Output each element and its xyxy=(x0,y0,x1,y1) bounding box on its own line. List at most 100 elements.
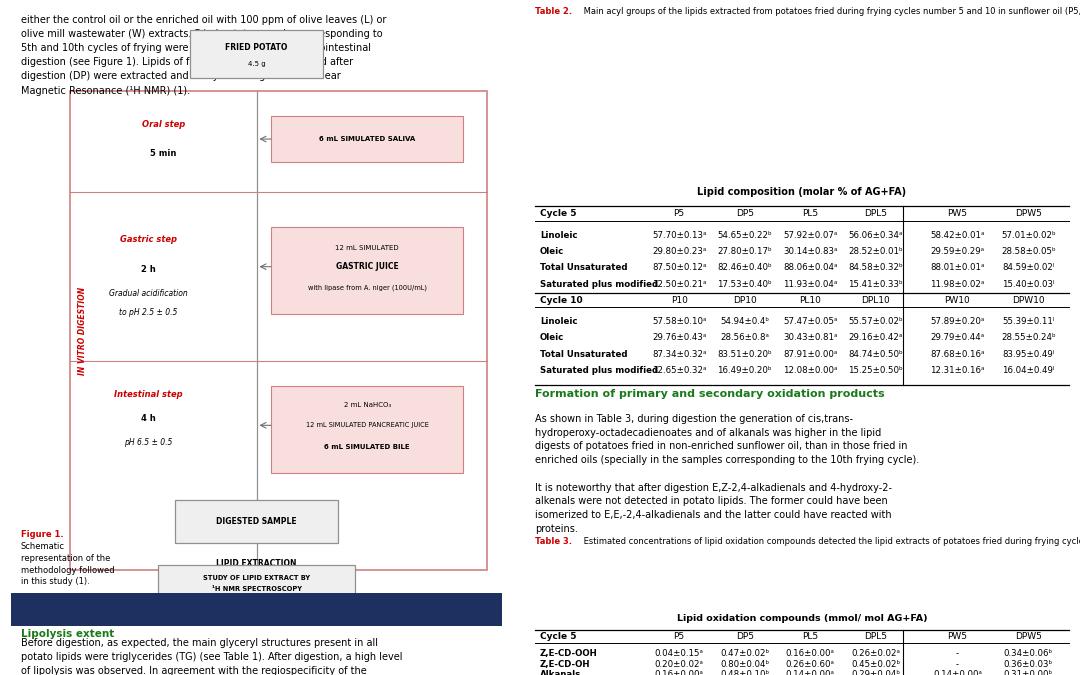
FancyBboxPatch shape xyxy=(271,116,463,162)
Text: PW5: PW5 xyxy=(947,632,968,641)
Text: 0.36±0.03ᵇ: 0.36±0.03ᵇ xyxy=(1003,659,1053,669)
Text: 29.80±0.23ᵃ: 29.80±0.23ᵃ xyxy=(652,247,706,256)
Text: Cycle 5: Cycle 5 xyxy=(540,209,577,218)
FancyBboxPatch shape xyxy=(271,386,463,472)
Text: 12 mL SIMULATED: 12 mL SIMULATED xyxy=(335,246,399,251)
Text: 28.56±0.8ᵃ: 28.56±0.8ᵃ xyxy=(720,333,769,342)
Text: Total Unsaturated: Total Unsaturated xyxy=(540,263,627,273)
Text: 57.01±0.02ᵇ: 57.01±0.02ᵇ xyxy=(1001,231,1055,240)
Text: PL10: PL10 xyxy=(799,296,821,304)
Text: 12 mL SIMULATED PANCREATIC JUICE: 12 mL SIMULATED PANCREATIC JUICE xyxy=(306,423,429,429)
Text: 4 h: 4 h xyxy=(141,414,156,423)
Text: 0.34±0.06ᵇ: 0.34±0.06ᵇ xyxy=(1003,649,1053,658)
Text: -: - xyxy=(956,649,959,658)
Text: 58.42±0.01ᵃ: 58.42±0.01ᵃ xyxy=(930,231,985,240)
Text: 54.65±0.22ᵇ: 54.65±0.22ᵇ xyxy=(717,231,772,240)
Text: 11.93±0.04ᵃ: 11.93±0.04ᵃ xyxy=(783,279,837,289)
Text: Lipid composition (molar % of AG+FA): Lipid composition (molar % of AG+FA) xyxy=(698,187,906,197)
Text: Gastric step: Gastric step xyxy=(120,235,177,244)
Text: 87.34±0.32ᵃ: 87.34±0.32ᵃ xyxy=(652,350,706,359)
Text: 11.98±0.02ᵃ: 11.98±0.02ᵃ xyxy=(930,279,985,289)
Text: DPW5: DPW5 xyxy=(1015,209,1042,218)
Text: Oral step: Oral step xyxy=(141,120,185,130)
Text: 83.95±0.49ˡ: 83.95±0.49ˡ xyxy=(1002,350,1054,359)
Text: DIGESTED SAMPLE: DIGESTED SAMPLE xyxy=(216,517,297,526)
Text: 4.5 g: 4.5 g xyxy=(247,61,266,67)
Text: Formation of primary and secondary oxidation products: Formation of primary and secondary oxida… xyxy=(535,389,885,399)
Text: 0.29±0.04ᵇ: 0.29±0.04ᵇ xyxy=(851,670,900,675)
Text: pH 6.5 ± 0.5: pH 6.5 ± 0.5 xyxy=(124,437,173,447)
Text: 0.14±0.00ᵃ: 0.14±0.00ᵃ xyxy=(933,670,982,675)
Text: P5: P5 xyxy=(674,209,685,218)
Text: 28.52±0.01ᵇ: 28.52±0.01ᵇ xyxy=(848,247,903,256)
Text: 12.31±0.16ᵃ: 12.31±0.16ᵃ xyxy=(930,366,985,375)
Text: Cycle 10: Cycle 10 xyxy=(540,296,583,304)
Text: 28.58±0.05ᵇ: 28.58±0.05ᵇ xyxy=(1001,247,1055,256)
Text: Main acyl groups of the lipids extracted from potatoes fried during frying cycle: Main acyl groups of the lipids extracted… xyxy=(581,7,1080,16)
Text: 0.26±0.60ᵃ: 0.26±0.60ᵃ xyxy=(785,659,835,669)
Text: Z,E-CD-OH: Z,E-CD-OH xyxy=(540,659,591,669)
Text: DP10: DP10 xyxy=(732,296,756,304)
Text: Linoleic: Linoleic xyxy=(540,231,578,240)
Text: STUDY OF LIPID EXTRACT BY: STUDY OF LIPID EXTRACT BY xyxy=(203,575,310,580)
Text: Schematic
representation of the
methodology followed
in this study (1).: Schematic representation of the methodol… xyxy=(21,542,114,587)
Text: 83.51±0.20ᵇ: 83.51±0.20ᵇ xyxy=(717,350,772,359)
Text: Gradual acidification: Gradual acidification xyxy=(109,289,188,298)
Text: 29.16±0.42ᵃ: 29.16±0.42ᵃ xyxy=(849,333,903,342)
Text: It is noteworthy that after digestion E,Z-2,4-alkadienals and 4-hydroxy-2-
alken: It is noteworthy that after digestion E,… xyxy=(535,483,892,534)
Text: As shown in Table 3, during digestion the generation of cis,trans-
hydroperoxy-o: As shown in Table 3, during digestion th… xyxy=(535,414,919,465)
FancyBboxPatch shape xyxy=(271,227,463,314)
Text: P10: P10 xyxy=(671,296,688,304)
Text: 88.01±0.01ᵃ: 88.01±0.01ᵃ xyxy=(930,263,985,273)
Text: Figure 1.: Figure 1. xyxy=(21,530,64,539)
Text: Table 2.: Table 2. xyxy=(535,7,571,16)
Text: 12.50±0.21ᵃ: 12.50±0.21ᵃ xyxy=(652,279,706,289)
Text: 2 mL NaHCO₃: 2 mL NaHCO₃ xyxy=(343,402,391,408)
Text: 0.16±0.00ᵃ: 0.16±0.00ᵃ xyxy=(654,670,704,675)
Text: 27.80±0.17ᵇ: 27.80±0.17ᵇ xyxy=(717,247,772,256)
Text: 82.46±0.40ᵇ: 82.46±0.40ᵇ xyxy=(717,263,772,273)
Text: 55.39±0.11ˡ: 55.39±0.11ˡ xyxy=(1002,317,1054,326)
Text: 54.94±0.4ᵇ: 54.94±0.4ᵇ xyxy=(720,317,769,326)
Text: PL5: PL5 xyxy=(802,632,819,641)
Text: GASTRIC JUICE: GASTRIC JUICE xyxy=(336,262,399,271)
Text: 0.47±0.02ᵇ: 0.47±0.02ᵇ xyxy=(720,649,769,658)
Text: 30.14±0.83ᵃ: 30.14±0.83ᵃ xyxy=(783,247,837,256)
Text: Oleic: Oleic xyxy=(540,247,565,256)
Text: DP5: DP5 xyxy=(735,209,754,218)
Text: 0.04±0.15ᵃ: 0.04±0.15ᵃ xyxy=(654,649,704,658)
Text: Before digestion, as expected, the main glyceryl structures present in all
potat: Before digestion, as expected, the main … xyxy=(21,638,403,675)
Text: RESULTS AND DISCUSSION: RESULTS AND DISCUSSION xyxy=(158,603,355,616)
Text: 57.89±0.20ᵃ: 57.89±0.20ᵃ xyxy=(930,317,985,326)
Text: 6 mL SIMULATED SALIVA: 6 mL SIMULATED SALIVA xyxy=(319,136,415,142)
Text: 84.58±0.32ᵇ: 84.58±0.32ᵇ xyxy=(848,263,903,273)
Text: Saturated plus modified: Saturated plus modified xyxy=(540,279,658,289)
Text: 57.47±0.05ᵃ: 57.47±0.05ᵃ xyxy=(783,317,837,326)
Text: 55.57±0.02ᵇ: 55.57±0.02ᵇ xyxy=(848,317,903,326)
Text: DPL5: DPL5 xyxy=(864,209,887,218)
Text: PL5: PL5 xyxy=(802,209,819,218)
Text: 15.40±0.03ˡ: 15.40±0.03ˡ xyxy=(1002,279,1054,289)
Text: Cycle 5: Cycle 5 xyxy=(540,632,577,641)
Text: 57.92±0.07ᵃ: 57.92±0.07ᵃ xyxy=(783,231,837,240)
Text: 87.91±0.00ᵃ: 87.91±0.00ᵃ xyxy=(783,350,837,359)
Text: PW10: PW10 xyxy=(945,296,970,304)
Text: Intestinal step: Intestinal step xyxy=(114,390,183,400)
Text: 30.43±0.81ᵃ: 30.43±0.81ᵃ xyxy=(783,333,837,342)
FancyBboxPatch shape xyxy=(11,593,502,626)
Text: 0.14±0.00ᵃ: 0.14±0.00ᵃ xyxy=(785,670,835,675)
Text: IN VITRO DIGESTION: IN VITRO DIGESTION xyxy=(78,287,86,375)
Text: Lipid oxidation compounds (mmol/ mol AG+FA): Lipid oxidation compounds (mmol/ mol AG+… xyxy=(676,614,928,623)
Text: 88.06±0.04ᵃ: 88.06±0.04ᵃ xyxy=(783,263,837,273)
Text: Table 3.: Table 3. xyxy=(535,537,571,545)
Text: 84.74±0.50ᵇ: 84.74±0.50ᵇ xyxy=(848,350,903,359)
Text: DPW10: DPW10 xyxy=(1012,296,1044,304)
Text: 87.68±0.16ᵃ: 87.68±0.16ᵃ xyxy=(930,350,985,359)
Text: 87.50±0.12ᵃ: 87.50±0.12ᵃ xyxy=(652,263,706,273)
Text: Estimated concentrations of lipid oxidation compounds detected the lipid extract: Estimated concentrations of lipid oxidat… xyxy=(581,537,1080,545)
Text: 2 h: 2 h xyxy=(141,265,156,275)
Text: ¹H NMR SPECTROSCOPY: ¹H NMR SPECTROSCOPY xyxy=(212,586,301,591)
Text: DP5: DP5 xyxy=(735,632,754,641)
FancyBboxPatch shape xyxy=(175,500,338,543)
Text: 0.31±0.00ᵇ: 0.31±0.00ᵇ xyxy=(1003,670,1053,675)
